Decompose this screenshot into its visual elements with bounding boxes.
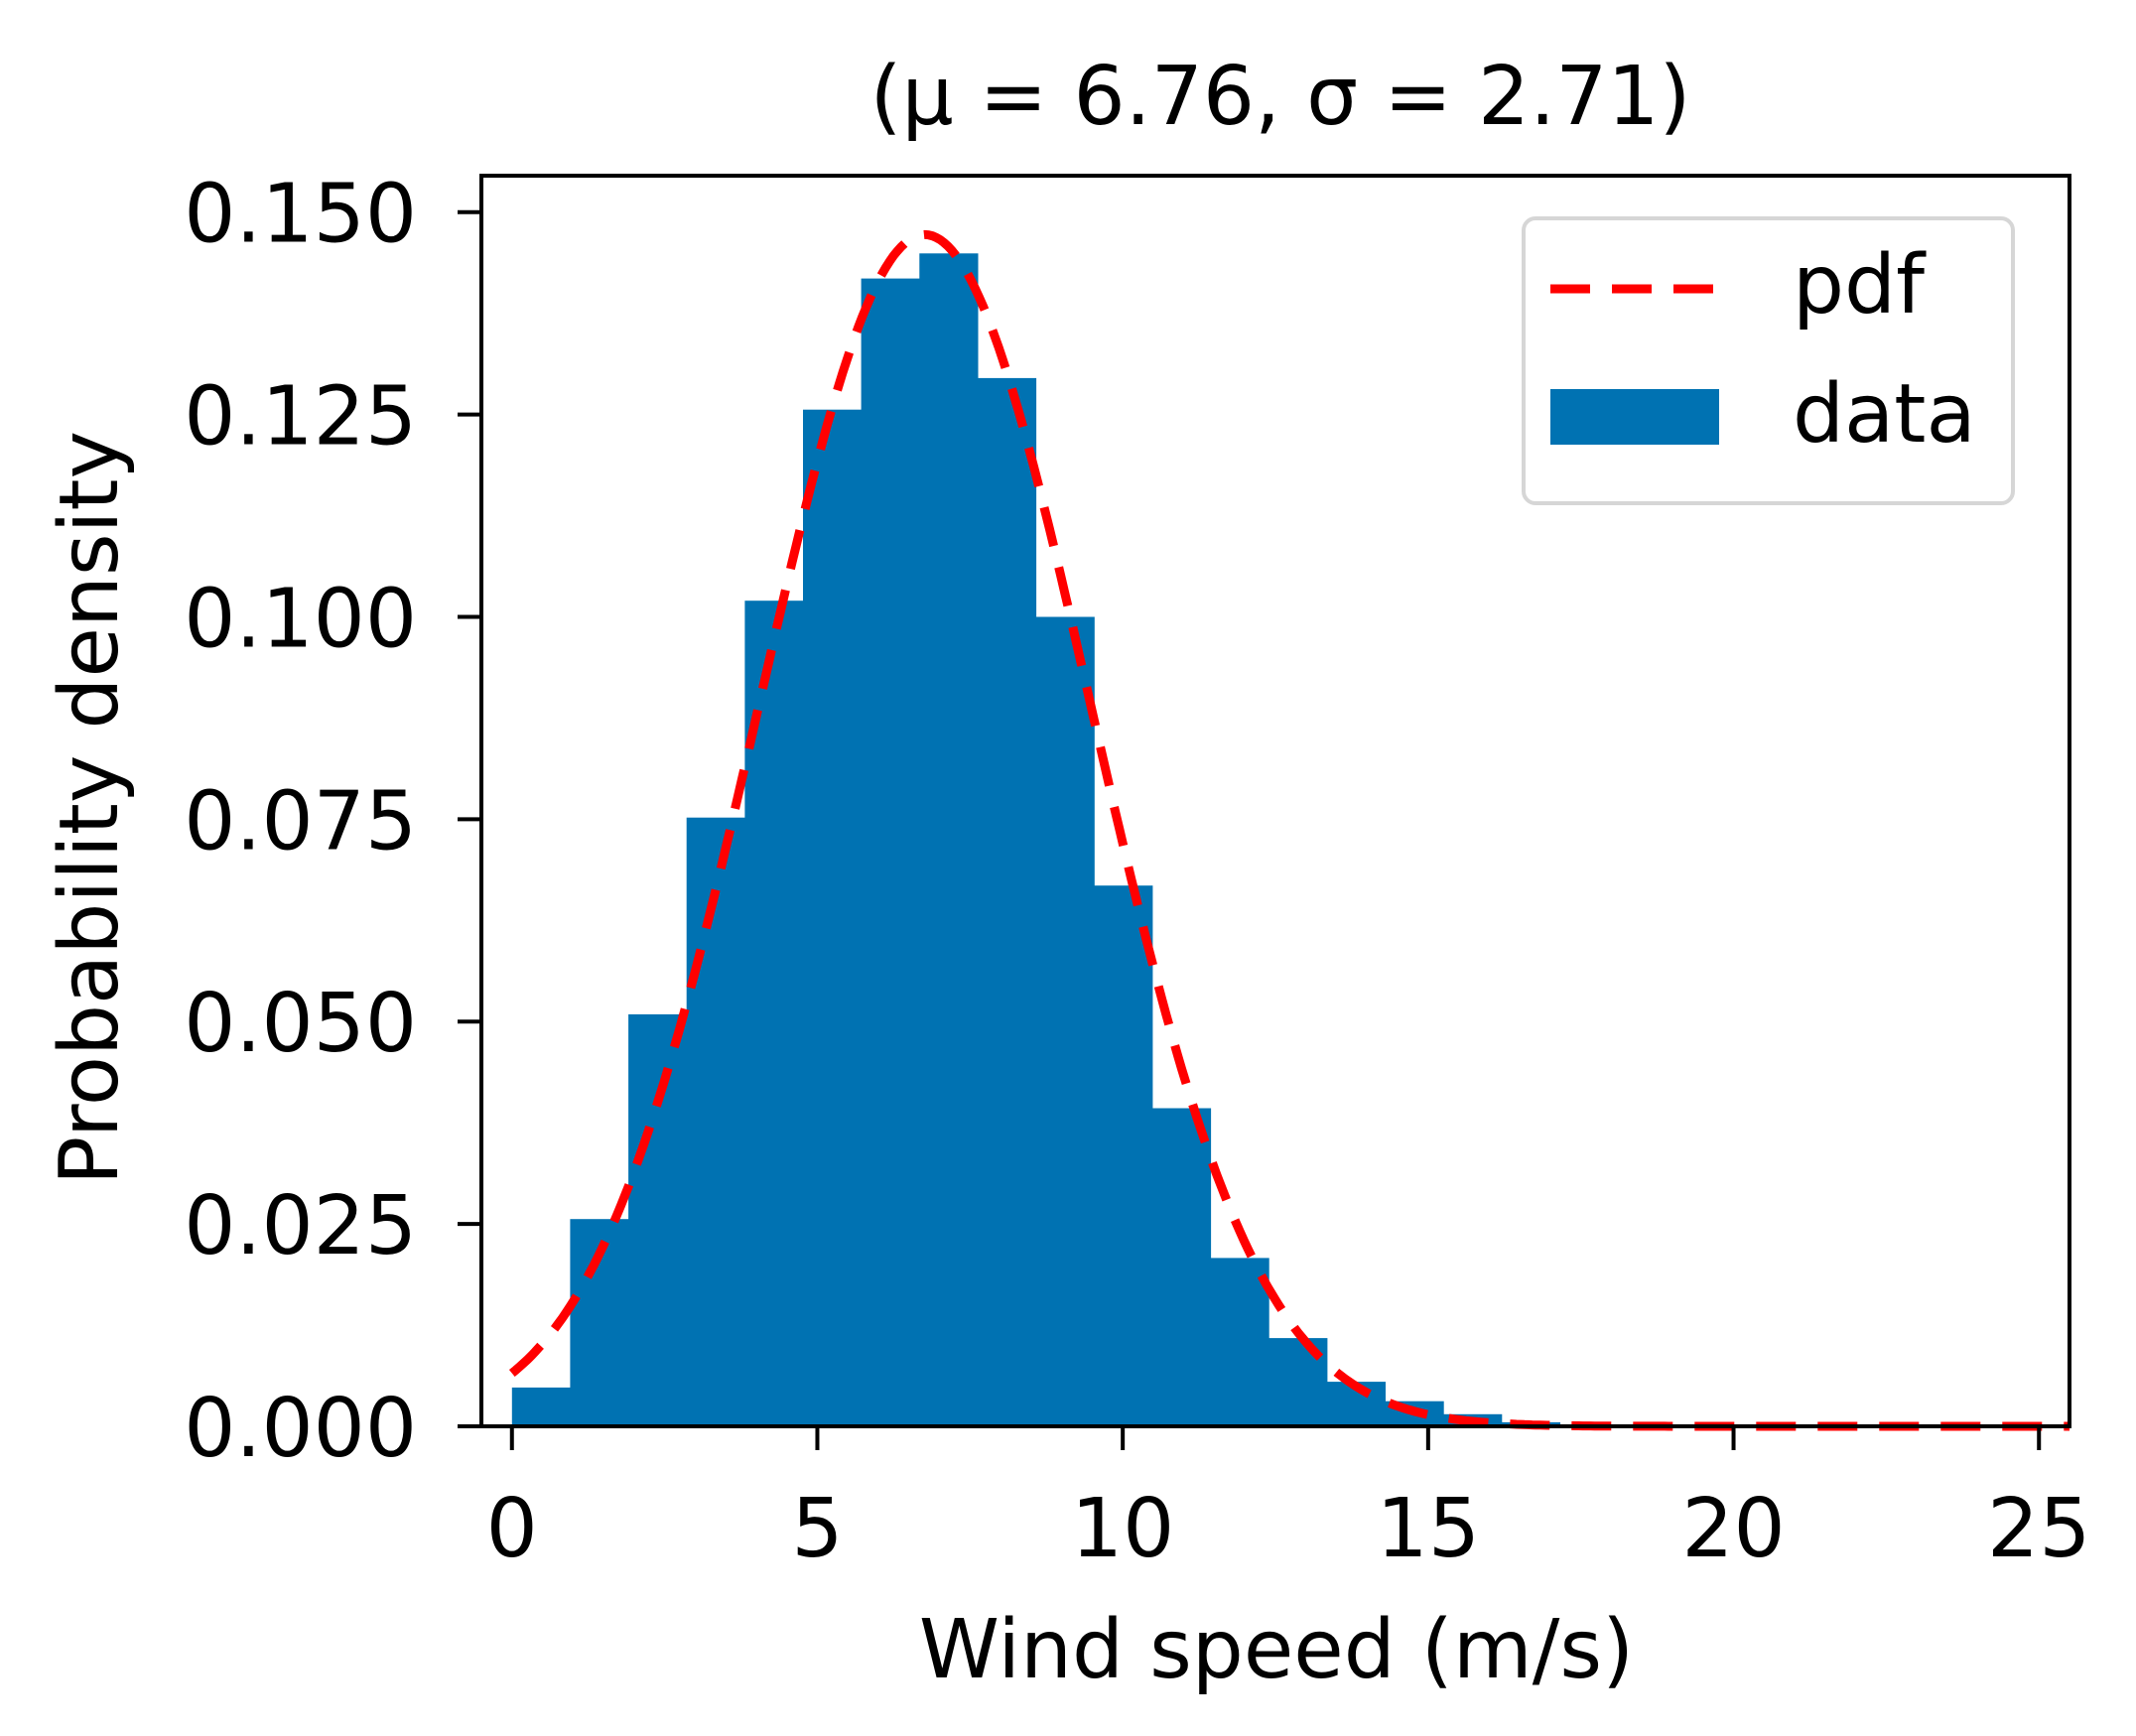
y-tick-label: 0.100 bbox=[184, 572, 417, 666]
legend-pdf-label: pdf bbox=[1793, 238, 1927, 333]
y-axis-label: Probability density bbox=[43, 431, 137, 1185]
x-axis-ticks: 0 5 10 15 20 25 bbox=[486, 1426, 2090, 1576]
histogram-bar bbox=[511, 1387, 571, 1426]
histogram-bar bbox=[1035, 616, 1095, 1426]
histogram-bar bbox=[803, 409, 863, 1427]
histogram-bar bbox=[1094, 885, 1153, 1426]
y-axis-ticks: 0.000 0.025 0.050 0.075 0.100 0.125 0.150 bbox=[184, 168, 481, 1476]
axes-frame bbox=[479, 174, 2071, 1428]
histogram-bar bbox=[686, 817, 745, 1426]
y-tick-label: 0.075 bbox=[184, 774, 417, 868]
x-tick-label: 5 bbox=[791, 1482, 843, 1576]
histogram-bar bbox=[1151, 1108, 1212, 1426]
x-tick-label: 0 bbox=[486, 1482, 538, 1576]
legend-data-swatch-icon bbox=[1550, 389, 1719, 445]
x-tick-label: 10 bbox=[1071, 1482, 1174, 1576]
histogram-bar bbox=[861, 278, 920, 1427]
x-tick-label: 20 bbox=[1681, 1482, 1785, 1576]
x-tick-label: 15 bbox=[1377, 1482, 1480, 1576]
histogram-bar bbox=[628, 1013, 688, 1426]
pdf-curve bbox=[508, 229, 2069, 1431]
histogram-bar bbox=[1210, 1258, 1269, 1426]
legend: pdf data bbox=[1522, 216, 2015, 505]
y-tick-label: 0.000 bbox=[184, 1382, 417, 1476]
y-tick-label: 0.125 bbox=[184, 370, 417, 465]
y-tick-label: 0.025 bbox=[184, 1179, 417, 1273]
x-axis-label: Wind speed (m/s) bbox=[919, 1603, 1634, 1697]
histogram-bar bbox=[977, 377, 1037, 1426]
y-tick-label: 0.050 bbox=[184, 977, 417, 1071]
legend-data-label: data bbox=[1793, 367, 1976, 462]
y-tick-label: 0.150 bbox=[184, 168, 417, 262]
chart-title: (μ = 6.76, σ = 2.71) bbox=[869, 50, 1690, 144]
histogram-bars bbox=[511, 253, 1560, 1427]
x-tick-label: 25 bbox=[1987, 1482, 2090, 1576]
histogram-bar bbox=[919, 253, 979, 1426]
